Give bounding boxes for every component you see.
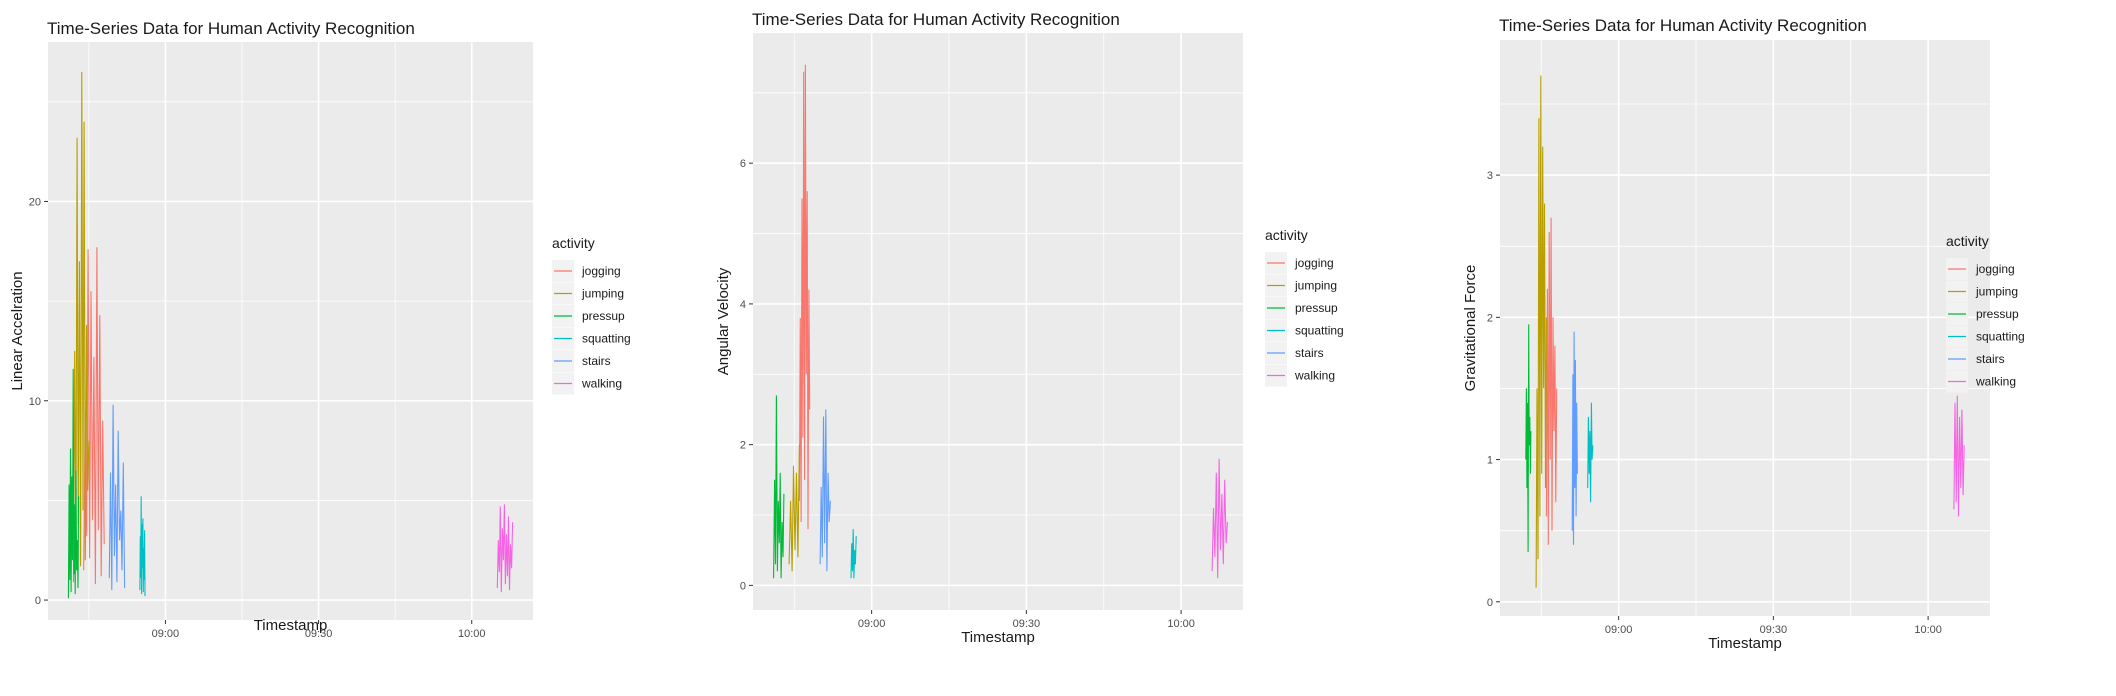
legend-label: jogging bbox=[1975, 262, 2015, 276]
y-tick-label: 0 bbox=[740, 580, 746, 592]
series-line-walking bbox=[1211, 458, 1229, 579]
y-tick-label: 3 bbox=[1487, 170, 1493, 182]
y-tick-label: 0 bbox=[35, 595, 41, 607]
legend-label: stairs bbox=[1976, 352, 2005, 366]
chart-title: Time-Series Data for Human Activity Reco… bbox=[1499, 16, 1867, 35]
x-tick-label: 09:30 bbox=[305, 628, 333, 640]
legend-label: stairs bbox=[582, 354, 611, 368]
chart-title: Time-Series Data for Human Activity Reco… bbox=[47, 19, 415, 38]
legend-label: squatting bbox=[1295, 324, 1344, 338]
x-tick-label: 09:00 bbox=[1605, 624, 1633, 636]
y-tick-label: 2 bbox=[1487, 312, 1493, 324]
y-axis-title: Gravitational Force bbox=[1462, 265, 1479, 392]
legend-label: jumping bbox=[581, 287, 624, 301]
legend-title: activity bbox=[1946, 233, 1989, 249]
legend-label: jogging bbox=[1294, 256, 1334, 270]
x-tick-label: 09:00 bbox=[858, 618, 886, 630]
series-line-pressup bbox=[67, 368, 80, 599]
legend-title: activity bbox=[552, 235, 595, 251]
series-line-jumping bbox=[788, 444, 800, 572]
legend-label: squatting bbox=[1976, 330, 2025, 344]
series-group bbox=[1525, 75, 1965, 588]
series-line-stairs bbox=[1571, 331, 1578, 545]
plot-panel bbox=[48, 42, 533, 620]
plot-panel bbox=[1500, 40, 1990, 616]
series-line-walking bbox=[496, 504, 514, 593]
series-line-stairs bbox=[819, 409, 831, 572]
legend-label: pressup bbox=[1976, 307, 2019, 321]
y-tick-label: 2 bbox=[740, 440, 746, 452]
legend-label: jogging bbox=[581, 264, 621, 278]
series-line-jogging bbox=[1545, 217, 1558, 545]
series-line-walking bbox=[1953, 395, 1965, 517]
legend-label: pressup bbox=[1295, 301, 1338, 315]
chart-2: Time-Series Data for Human Activity Reco… bbox=[715, 10, 1344, 646]
legend-label: stairs bbox=[1295, 346, 1324, 360]
series-line-pressup bbox=[1525, 324, 1532, 553]
x-axis-title: Timestamp bbox=[254, 617, 328, 634]
legend-label: walking bbox=[1294, 369, 1335, 383]
series-line-squatting bbox=[139, 496, 146, 597]
legend-label: jumping bbox=[1975, 285, 2018, 299]
chart-3: Time-Series Data for Human Activity Reco… bbox=[1462, 16, 2025, 652]
legend-label: squatting bbox=[582, 332, 631, 346]
x-tick-label: 09:30 bbox=[1760, 624, 1788, 636]
series-group bbox=[67, 71, 514, 599]
series-line-stairs bbox=[108, 404, 126, 591]
x-tick-label: 09:30 bbox=[1013, 618, 1041, 630]
y-tick-label: 20 bbox=[29, 196, 41, 208]
chart-title: Time-Series Data for Human Activity Reco… bbox=[752, 10, 1120, 29]
series-line-jogging bbox=[798, 64, 811, 530]
series-line-squatting bbox=[1587, 402, 1594, 503]
x-tick-label: 10:00 bbox=[1914, 624, 1942, 636]
legend-title: activity bbox=[1265, 227, 1308, 243]
chart-1: Time-Series Data for Human Activity Reco… bbox=[9, 19, 631, 640]
y-tick-label: 4 bbox=[740, 299, 746, 311]
legend-label: pressup bbox=[582, 309, 625, 323]
plot-panel bbox=[753, 33, 1243, 610]
series-line-squatting bbox=[850, 529, 857, 579]
x-tick-label: 10:00 bbox=[1167, 618, 1195, 630]
y-tick-label: 1 bbox=[1487, 455, 1493, 467]
legend-label: walking bbox=[1975, 375, 2016, 389]
legend-label: jumping bbox=[1294, 279, 1337, 293]
y-tick-label: 10 bbox=[29, 396, 41, 408]
series-line-pressup bbox=[773, 395, 785, 579]
series-line-jumping bbox=[1535, 75, 1547, 588]
y-tick-label: 6 bbox=[740, 158, 746, 170]
y-axis-title: Linear Accelration bbox=[9, 271, 26, 390]
series-group bbox=[773, 64, 1229, 579]
x-axis-title: Timestamp bbox=[961, 629, 1035, 646]
x-axis-title: Timestamp bbox=[1708, 635, 1782, 652]
y-tick-label: 0 bbox=[1487, 597, 1493, 609]
x-tick-label: 09:00 bbox=[152, 628, 180, 640]
x-tick-label: 10:00 bbox=[458, 628, 486, 640]
legend-label: walking bbox=[581, 377, 622, 391]
y-axis-title: Angular Velocity bbox=[715, 267, 732, 375]
